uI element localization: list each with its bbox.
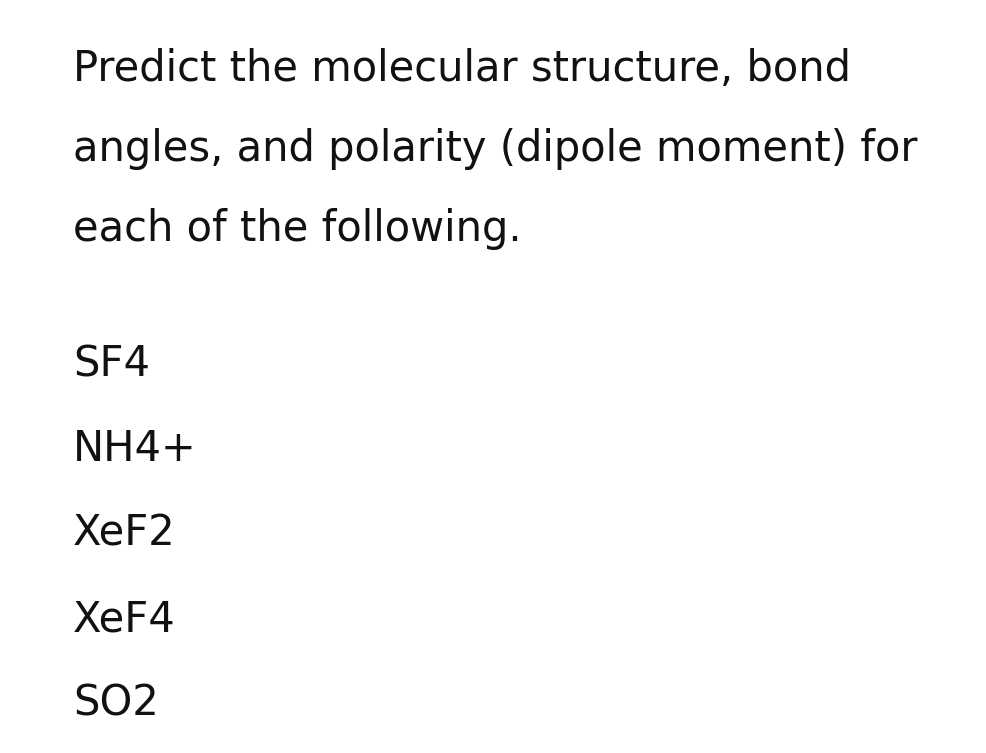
Text: Predict the molecular structure, bond: Predict the molecular structure, bond	[73, 48, 851, 90]
Text: angles, and polarity (dipole moment) for: angles, and polarity (dipole moment) for	[73, 128, 918, 170]
Text: XeF4: XeF4	[73, 598, 176, 640]
Text: NH4+: NH4+	[73, 428, 197, 470]
Text: XeF2: XeF2	[73, 513, 176, 555]
Text: SF4: SF4	[73, 343, 150, 385]
Text: SO2: SO2	[73, 683, 159, 725]
Text: each of the following.: each of the following.	[73, 208, 522, 250]
